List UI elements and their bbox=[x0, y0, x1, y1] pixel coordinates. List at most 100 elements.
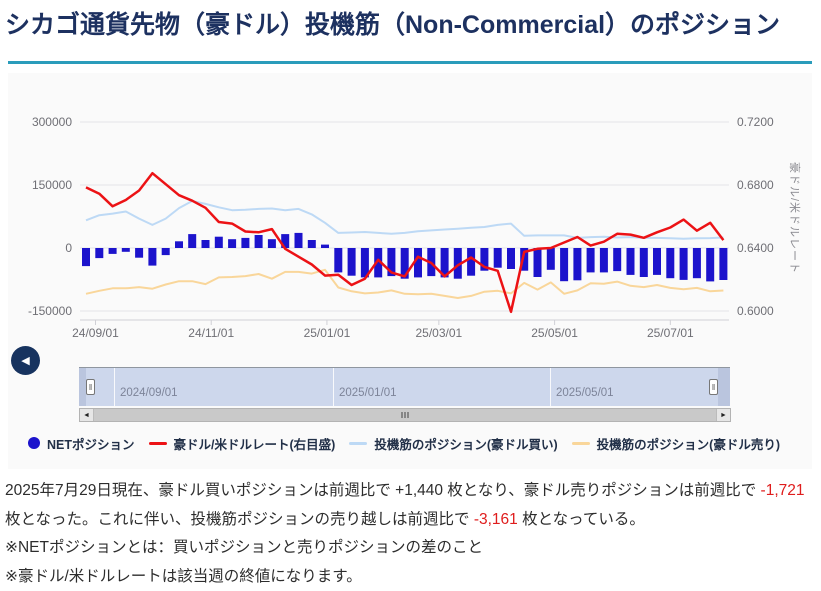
navigator-range[interactable] bbox=[79, 368, 730, 406]
long-line-icon bbox=[349, 441, 368, 445]
short-position-line bbox=[85, 268, 724, 299]
navigator-top-border bbox=[79, 367, 730, 368]
net-bar bbox=[228, 239, 237, 248]
svg-text:25/05/01: 25/05/01 bbox=[531, 326, 578, 340]
net-bar bbox=[666, 248, 675, 279]
position-chart: 300000 0.7200 150000 0.6800 0 0.6400 -150000 0.… bbox=[28, 115, 802, 340]
chart-legend: NETポジション 豪ドル/米ドルレート(右目盛) 投機筋のポジション(豪ドル買い… bbox=[28, 430, 780, 456]
page-title: シカゴ通貨先物（豪ドル）投機筋（Non-Commercial）のポジション bbox=[5, 11, 781, 39]
svg-text:0.6000: 0.6000 bbox=[737, 304, 774, 318]
svg-text:150000: 150000 bbox=[32, 178, 72, 192]
net-bar bbox=[706, 248, 715, 282]
handle-grip-icon: ‖ bbox=[88, 382, 93, 392]
net-bar bbox=[201, 240, 210, 248]
net-bar bbox=[400, 248, 409, 279]
net-bar bbox=[467, 248, 476, 276]
scroll-left-button[interactable]: ◄ bbox=[80, 409, 94, 421]
legend-item-short[interactable]: 投機筋のポジション(豪ドル売り) bbox=[571, 434, 780, 453]
navigator-right-handle[interactable]: ‖ bbox=[709, 379, 718, 395]
navigator-mask-left bbox=[79, 368, 86, 406]
aud-usd-rate-line bbox=[85, 171, 725, 314]
net-bar bbox=[453, 248, 462, 279]
net-bar bbox=[214, 236, 223, 248]
legend-label: 投機筋のポジション(豪ドル買い) bbox=[374, 437, 558, 452]
legend-label: NETポジション bbox=[47, 437, 135, 452]
svg-text:-150000: -150000 bbox=[28, 304, 72, 318]
x-axis: 24/09/01 24/11/01 25/01/01 25/03/01 25/05/01… bbox=[72, 319, 729, 340]
net-bar bbox=[121, 248, 130, 252]
weekly-report: 2025年7月29日現在、豪ドル買いポジションは前週比で +1,440 枚となり… bbox=[5, 477, 813, 591]
net-bar bbox=[533, 248, 542, 277]
net-bar bbox=[108, 248, 117, 254]
legend-item-long[interactable]: 投機筋のポジション(豪ドル買い) bbox=[349, 434, 558, 453]
right-axis-title: 豪ドル/米ドルレート bbox=[788, 162, 802, 274]
net-bar bbox=[360, 248, 369, 278]
net-bar bbox=[347, 248, 356, 276]
net-position-bars bbox=[82, 232, 728, 282]
net-bar bbox=[241, 237, 250, 248]
handle-grip-icon: ‖ bbox=[711, 382, 716, 392]
net-bar bbox=[507, 248, 515, 269]
net-bar bbox=[586, 248, 595, 273]
net-bar bbox=[267, 239, 276, 248]
net-bar bbox=[480, 248, 489, 271]
net-bar bbox=[613, 248, 622, 272]
navigator-gridline bbox=[114, 368, 115, 406]
net-bar bbox=[626, 248, 635, 275]
svg-text:0.6800: 0.6800 bbox=[737, 178, 774, 192]
chart-scrollbar[interactable]: ◄ ► bbox=[79, 408, 731, 422]
grid-lines: 300000 0.7200 150000 0.6800 0 0.6400 -150000 0.… bbox=[28, 115, 774, 318]
net-bar bbox=[440, 248, 449, 278]
report-paragraph: 2025年7月29日現在、豪ドル買いポジションは前週比で +1,440 枚となり… bbox=[5, 482, 805, 528]
short-line-icon bbox=[571, 441, 590, 445]
svg-text:0: 0 bbox=[65, 241, 72, 255]
net-bar bbox=[188, 234, 197, 248]
note-rate-definition: ※豪ドル/米ドルレートは該当週の終値になります。 bbox=[5, 567, 362, 585]
net-bar bbox=[281, 234, 290, 248]
net-bar bbox=[307, 240, 316, 248]
legend-item-net[interactable]: NETポジション bbox=[28, 434, 135, 453]
net-dot-icon bbox=[28, 437, 40, 449]
net-bar bbox=[294, 232, 303, 248]
long-change-value: +1,440 bbox=[395, 482, 443, 499]
scroll-right-button[interactable]: ► bbox=[716, 409, 730, 421]
navigator-left-handle[interactable]: ‖ bbox=[86, 379, 95, 395]
net-bar bbox=[374, 248, 383, 278]
legend-label: 豪ドル/米ドルレート(右目盛) bbox=[173, 437, 336, 452]
net-bar bbox=[560, 248, 569, 282]
net-bar bbox=[653, 248, 661, 275]
short-change-value: -1,721 bbox=[760, 482, 805, 499]
net-bar bbox=[387, 248, 396, 277]
navigator-gridline bbox=[333, 368, 334, 406]
legend-item-rate[interactable]: 豪ドル/米ドルレート(右目盛) bbox=[148, 434, 336, 453]
net-bar bbox=[254, 235, 263, 248]
net-bar bbox=[573, 248, 582, 281]
chart-card: 300000 0.7200 150000 0.6800 0 0.6400 -150000 0.… bbox=[8, 73, 812, 469]
back-button[interactable]: ◀ bbox=[11, 346, 40, 375]
net-bar bbox=[719, 248, 728, 280]
net-bar bbox=[135, 248, 144, 258]
note-net-definition: ※NETポジションとは：買いポジションと売りポジションの差のこと bbox=[5, 539, 483, 556]
svg-text:25/07/01: 25/07/01 bbox=[647, 326, 694, 340]
net-bar bbox=[414, 248, 422, 278]
scroll-left-icon: ◄ bbox=[83, 411, 90, 419]
net-change-value: -3,161 bbox=[473, 510, 518, 528]
net-bar bbox=[82, 248, 90, 267]
svg-text:0.6400: 0.6400 bbox=[737, 241, 774, 255]
net-bar bbox=[679, 248, 688, 280]
net-bar bbox=[95, 248, 104, 259]
navigator-label: 2024/09/01 bbox=[120, 387, 178, 399]
net-bar bbox=[334, 248, 343, 273]
net-bar bbox=[161, 248, 170, 256]
navigator-gridline bbox=[550, 368, 551, 406]
scroll-right-icon: ► bbox=[720, 411, 727, 419]
svg-text:25/01/01: 25/01/01 bbox=[304, 326, 351, 340]
svg-text:24/09/01: 24/09/01 bbox=[72, 326, 119, 340]
net-bar bbox=[493, 248, 502, 268]
navigator-label: 2025/05/01 bbox=[556, 387, 614, 399]
navigator-label: 2025/01/01 bbox=[339, 387, 397, 399]
scrollbar-grip[interactable] bbox=[401, 412, 409, 418]
net-bar bbox=[520, 248, 529, 271]
svg-text:25/03/01: 25/03/01 bbox=[416, 326, 463, 340]
